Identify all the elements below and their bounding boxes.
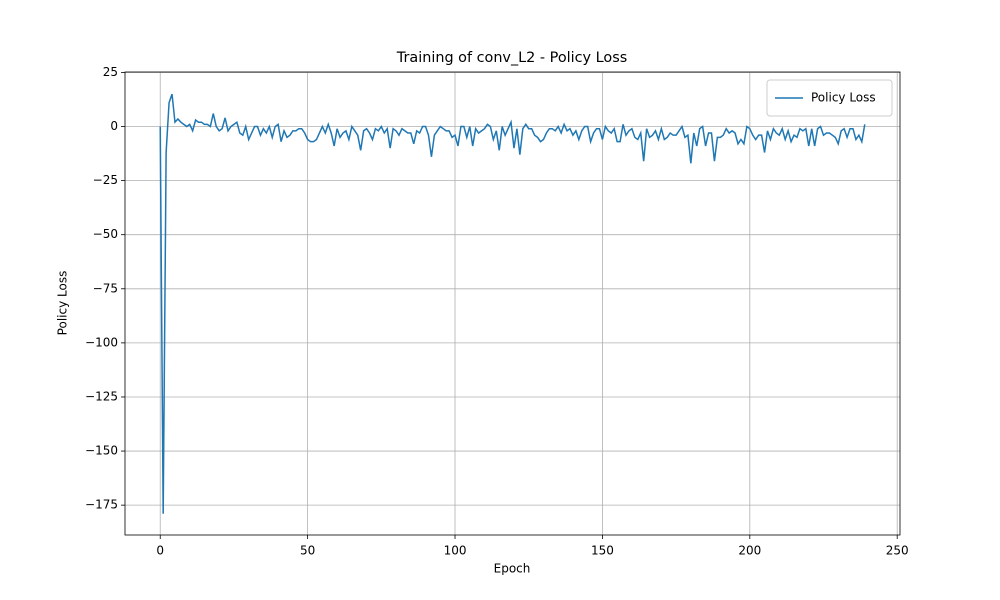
y-tick-label: −25 (93, 173, 118, 187)
x-tick-label: 0 (156, 544, 164, 558)
y-tick-label: −150 (85, 444, 118, 458)
y-tick-label: 0 (110, 119, 118, 133)
x-tick-label: 50 (300, 544, 315, 558)
x-tick-label: 100 (444, 544, 467, 558)
y-tick-label: 25 (103, 65, 118, 79)
y-tick-label: −100 (85, 335, 118, 349)
x-tick-label: 150 (591, 544, 614, 558)
data-line (159, 93, 866, 514)
legend-box (766, 79, 893, 117)
y-tick-label: −125 (85, 389, 118, 403)
y-axis-label: Policy Loss (56, 271, 70, 336)
x-tick-label: 250 (886, 544, 909, 558)
plot-frame (124, 71, 901, 536)
y-tick-label: −50 (93, 227, 118, 241)
x-axis-label: Epoch (494, 562, 531, 576)
x-tick-label: 200 (738, 544, 761, 558)
chart-title: Training of conv_L2 - Policy Loss (396, 50, 627, 66)
y-tick-label: −75 (93, 281, 118, 295)
legend-label: Policy Loss (811, 91, 876, 105)
y-tick-label: −175 (85, 498, 118, 512)
